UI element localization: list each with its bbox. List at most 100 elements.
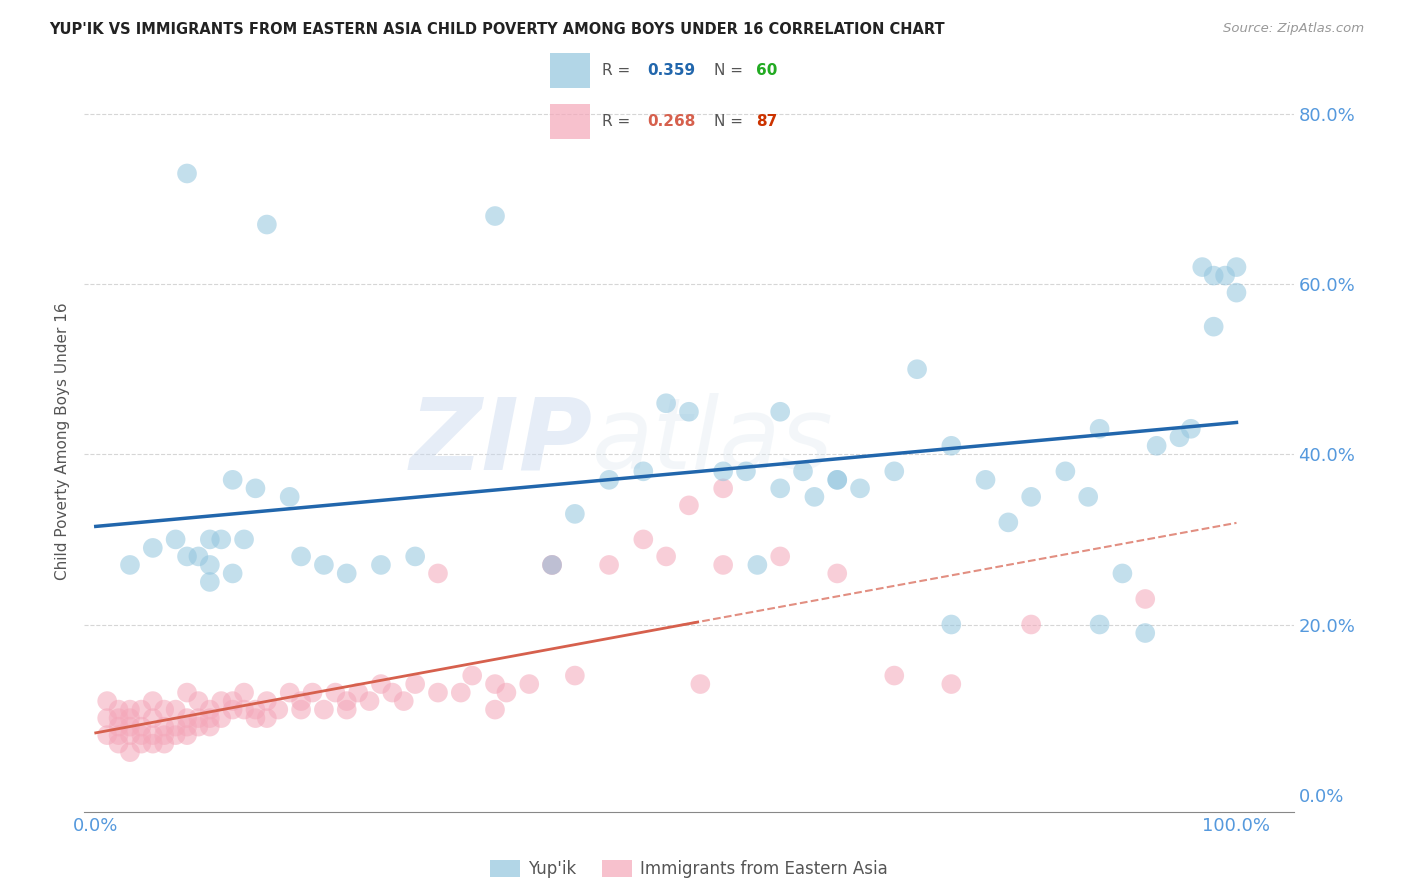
Point [131, 737, 153, 751]
Point [107, 703, 129, 717]
Point [187, 694, 209, 708]
Point [118, 720, 141, 734]
Point [198, 558, 221, 572]
Text: Source: ZipAtlas.com: Source: ZipAtlas.com [1223, 22, 1364, 36]
Point [187, 711, 209, 725]
Point [1225, 285, 1247, 300]
Point [336, 694, 359, 708]
Point [370, 677, 392, 691]
Point [256, 711, 278, 725]
Point [256, 694, 278, 708]
Point [245, 481, 267, 495]
Point [1019, 490, 1042, 504]
Point [153, 737, 176, 751]
Point [198, 533, 221, 547]
Text: R =: R = [602, 62, 636, 78]
Point [404, 549, 426, 564]
Point [165, 703, 187, 717]
Legend: Yup'ik, Immigrants from Eastern Asia: Yup'ik, Immigrants from Eastern Asia [484, 854, 894, 885]
Point [323, 685, 346, 699]
Bar [550, 53, 589, 87]
Point [427, 566, 450, 581]
Point [1111, 566, 1133, 581]
Point [1202, 268, 1225, 283]
Point [233, 703, 256, 717]
Point [165, 720, 187, 734]
Point [142, 737, 165, 751]
Point [256, 218, 278, 232]
Point [769, 481, 792, 495]
Point [312, 703, 335, 717]
Point [176, 166, 198, 180]
Point [711, 558, 734, 572]
Point [336, 703, 359, 717]
Point [118, 703, 141, 717]
Y-axis label: Child Poverty Among Boys Under 16: Child Poverty Among Boys Under 16 [55, 302, 70, 581]
Point [392, 694, 415, 708]
Point [655, 549, 678, 564]
Point [221, 694, 243, 708]
Point [1213, 268, 1236, 283]
Text: R =: R = [602, 114, 636, 129]
Point [792, 464, 814, 478]
Point [107, 720, 129, 734]
Point [1019, 617, 1042, 632]
Point [541, 558, 564, 572]
Point [290, 694, 312, 708]
Point [769, 549, 792, 564]
Point [221, 703, 243, 717]
Point [96, 711, 118, 725]
Point [974, 473, 997, 487]
Point [1168, 430, 1191, 444]
Point [689, 677, 711, 691]
Point [825, 473, 848, 487]
Point [176, 711, 198, 725]
Point [1077, 490, 1099, 504]
Point [404, 677, 426, 691]
Point [997, 516, 1019, 530]
Point [678, 499, 700, 513]
Point [541, 558, 564, 572]
Point [450, 685, 472, 699]
Text: N =: N = [714, 114, 748, 129]
Point [735, 464, 758, 478]
Point [142, 728, 165, 742]
Point [1225, 260, 1247, 274]
Point [198, 720, 221, 734]
Point [747, 558, 769, 572]
Point [484, 703, 506, 717]
Text: 87: 87 [756, 114, 778, 129]
Point [267, 703, 290, 717]
Point [245, 711, 267, 725]
Point [165, 728, 187, 742]
Point [131, 703, 153, 717]
Point [905, 362, 928, 376]
Point [209, 533, 232, 547]
Text: YUP'IK VS IMMIGRANTS FROM EASTERN ASIA CHILD POVERTY AMONG BOYS UNDER 16 CORRELA: YUP'IK VS IMMIGRANTS FROM EASTERN ASIA C… [49, 22, 945, 37]
Point [209, 694, 232, 708]
Point [221, 566, 243, 581]
Point [359, 694, 381, 708]
Point [153, 728, 176, 742]
Point [278, 685, 301, 699]
Point [711, 481, 734, 495]
Point [336, 566, 359, 581]
Text: N =: N = [714, 62, 748, 78]
Point [484, 209, 506, 223]
Point [825, 566, 848, 581]
Point [1191, 260, 1213, 274]
Text: 0.359: 0.359 [647, 62, 695, 78]
Point [941, 677, 963, 691]
Point [769, 405, 792, 419]
Point [176, 549, 198, 564]
Point [165, 533, 187, 547]
Point [118, 728, 141, 742]
Point [107, 737, 129, 751]
Point [370, 558, 392, 572]
Point [131, 728, 153, 742]
Point [301, 685, 323, 699]
Point [290, 549, 312, 564]
Point [941, 617, 963, 632]
Point [198, 703, 221, 717]
Point [131, 720, 153, 734]
